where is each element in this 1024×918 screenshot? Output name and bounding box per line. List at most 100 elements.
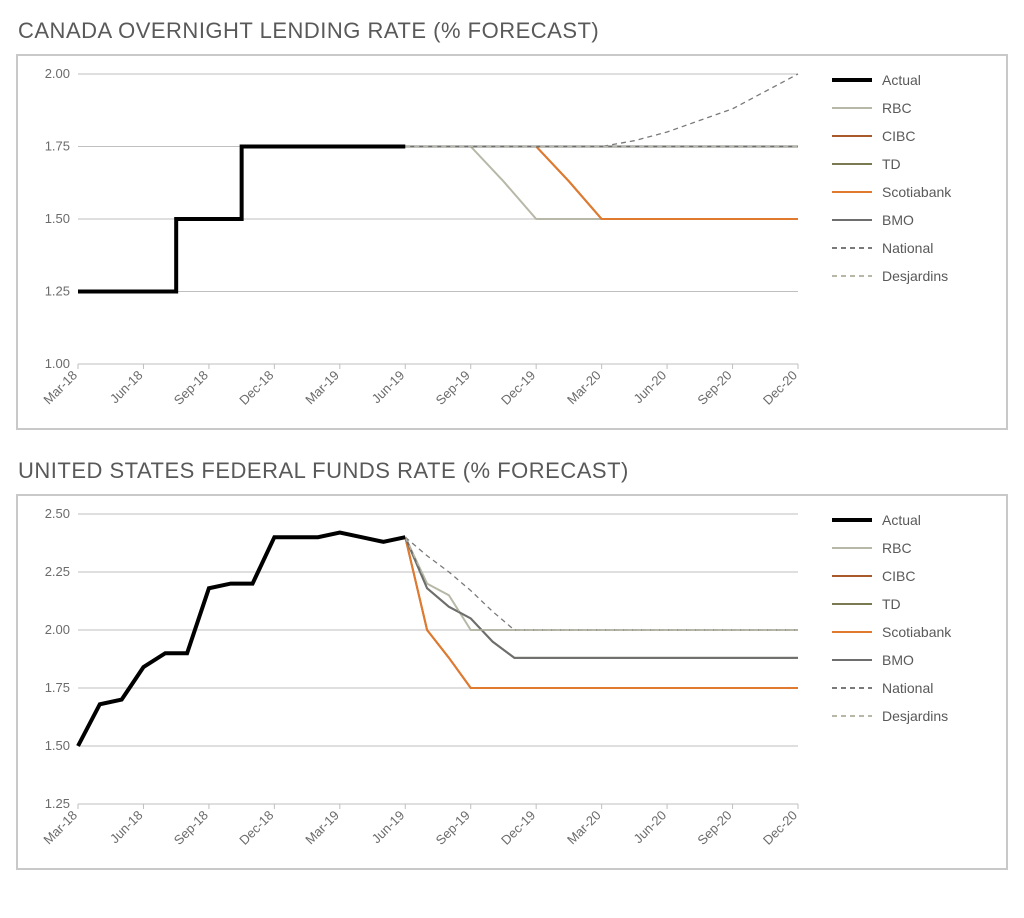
legend-swatch — [832, 131, 872, 141]
y-tick-label: 1.25 — [45, 284, 70, 299]
chart-panel: 1.001.251.501.752.00Mar-18Jun-18Sep-18De… — [16, 54, 1008, 430]
legend-label: BMO — [882, 212, 914, 228]
legend-swatch — [832, 711, 872, 721]
legend-swatch — [832, 271, 872, 281]
series-actual — [78, 533, 405, 746]
chart-plot: 1.001.251.501.752.00Mar-18Jun-18Sep-18De… — [32, 68, 808, 420]
legend-label: CIBC — [882, 128, 915, 144]
legend-swatch — [832, 103, 872, 113]
legend-swatch — [832, 571, 872, 581]
x-tick-label: Mar-20 — [564, 808, 604, 848]
page: CANADA OVERNIGHT LENDING RATE (% FORECAS… — [0, 0, 1024, 918]
legend: Actual RBC CIBC TD Scotiabank BMO National Desj… — [832, 508, 992, 724]
legend-label: TD — [882, 596, 901, 612]
legend-swatch — [832, 75, 872, 85]
x-tick-label: Jun-20 — [630, 808, 669, 847]
legend-label: National — [882, 240, 933, 256]
legend-item-desjardins: Desjardins — [832, 268, 992, 284]
x-tick-label: Sep-20 — [694, 368, 734, 408]
legend: Actual RBC CIBC TD Scotiabank BMO National Desj… — [832, 68, 992, 284]
legend-label: TD — [882, 156, 901, 172]
legend-item-actual: Actual — [832, 512, 992, 528]
legend-swatch — [832, 243, 872, 253]
legend-label: Actual — [882, 512, 921, 528]
legend-swatch — [832, 215, 872, 225]
chart-block-canada: CANADA OVERNIGHT LENDING RATE (% FORECAS… — [16, 18, 1008, 430]
legend-item-actual: Actual — [832, 72, 992, 88]
legend-swatch — [832, 187, 872, 197]
y-tick-label: 2.00 — [45, 622, 70, 637]
legend-label: Scotiabank — [882, 624, 951, 640]
y-tick-label: 1.75 — [45, 680, 70, 695]
x-tick-label: Dec-18 — [236, 808, 276, 848]
y-tick-label: 1.75 — [45, 139, 70, 154]
x-tick-label: Dec-20 — [760, 808, 800, 848]
series-cibc — [405, 537, 798, 688]
legend-swatch — [832, 599, 872, 609]
legend-swatch — [832, 543, 872, 553]
legend-item-cibc: CIBC — [832, 568, 992, 584]
legend-label: BMO — [882, 652, 914, 668]
legend-item-bmo: BMO — [832, 652, 992, 668]
x-tick-label: Jun-19 — [369, 368, 408, 407]
x-tick-label: Mar-18 — [40, 808, 80, 848]
series-rbc — [405, 537, 798, 630]
legend-item-rbc: RBC — [832, 100, 992, 116]
x-tick-label: Mar-19 — [302, 368, 342, 408]
legend-item-rbc: RBC — [832, 540, 992, 556]
x-tick-label: Dec-18 — [236, 368, 276, 408]
legend-label: Scotiabank — [882, 184, 951, 200]
legend-label: Desjardins — [882, 708, 948, 724]
series-td — [405, 537, 798, 658]
legend-label: National — [882, 680, 933, 696]
legend-label: Actual — [882, 72, 921, 88]
chart-title: UNITED STATES FEDERAL FUNDS RATE (% FORE… — [18, 458, 1008, 484]
x-tick-label: Dec-20 — [760, 368, 800, 408]
legend-item-national: National — [832, 240, 992, 256]
x-tick-label: Mar-20 — [564, 368, 604, 408]
series-scotia — [405, 147, 798, 220]
x-tick-label: Sep-19 — [433, 808, 473, 848]
legend-item-td: TD — [832, 156, 992, 172]
x-tick-label: Sep-19 — [433, 368, 473, 408]
legend-label: Desjardins — [882, 268, 948, 284]
legend-label: RBC — [882, 100, 912, 116]
series-bmo — [405, 537, 798, 658]
legend-item-td: TD — [832, 596, 992, 612]
x-tick-label: Sep-20 — [694, 808, 734, 848]
y-tick-label: 1.50 — [45, 738, 70, 753]
x-tick-label: Jun-19 — [369, 808, 408, 847]
x-tick-label: Sep-18 — [171, 808, 211, 848]
y-tick-label: 1.25 — [45, 796, 70, 811]
legend-item-national: National — [832, 680, 992, 696]
y-tick-label: 2.25 — [45, 564, 70, 579]
y-tick-label: 1.00 — [45, 356, 70, 371]
x-tick-label: Dec-19 — [498, 808, 538, 848]
series-national — [405, 537, 798, 630]
series-cibc — [405, 147, 798, 220]
legend-label: CIBC — [882, 568, 915, 584]
x-tick-label: Mar-19 — [302, 808, 342, 848]
charts-container: CANADA OVERNIGHT LENDING RATE (% FORECAS… — [16, 18, 1008, 870]
y-tick-label: 2.00 — [45, 68, 70, 81]
legend-swatch — [832, 627, 872, 637]
legend-item-cibc: CIBC — [832, 128, 992, 144]
x-tick-label: Sep-18 — [171, 368, 211, 408]
legend-item-scotia: Scotiabank — [832, 624, 992, 640]
x-tick-label: Dec-19 — [498, 368, 538, 408]
legend-item-scotia: Scotiabank — [832, 184, 992, 200]
series-rbc — [405, 147, 798, 220]
x-tick-label: Jun-18 — [107, 368, 146, 407]
legend-swatch — [832, 159, 872, 169]
series-desjardins — [405, 537, 798, 630]
chart-block-usa: UNITED STATES FEDERAL FUNDS RATE (% FORE… — [16, 458, 1008, 870]
legend-item-desjardins: Desjardins — [832, 708, 992, 724]
x-tick-label: Jun-18 — [107, 808, 146, 847]
legend-swatch — [832, 655, 872, 665]
x-tick-label: Mar-18 — [40, 368, 80, 408]
series-national — [405, 74, 798, 147]
series-scotia — [405, 537, 798, 688]
chart-panel: 1.251.501.752.002.252.50Mar-18Jun-18Sep-… — [16, 494, 1008, 870]
legend-swatch — [832, 515, 872, 525]
x-tick-label: Jun-20 — [630, 368, 669, 407]
